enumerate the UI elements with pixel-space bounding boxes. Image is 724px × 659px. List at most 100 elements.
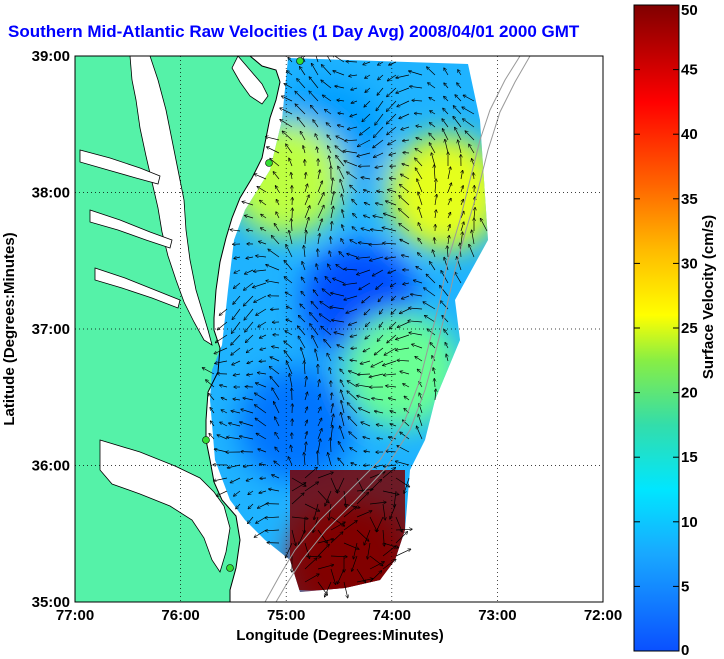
velocity-arrow — [363, 347, 371, 352]
velocity-arrow — [374, 126, 384, 137]
velocity-arrow — [254, 529, 267, 537]
velocity-arrow — [329, 503, 332, 520]
velocity-arrow — [301, 277, 306, 284]
velocity-arrow — [284, 351, 293, 362]
velocity-arrow — [358, 139, 371, 147]
velocity-arrow — [463, 119, 475, 128]
velocity-arrow — [396, 74, 410, 78]
velocity-arrow — [310, 324, 319, 336]
velocity-arrow — [286, 144, 293, 154]
velocity-arrow — [282, 131, 293, 141]
velocity-arrow — [255, 405, 267, 414]
velocity-arrow — [273, 172, 280, 180]
velocity-arrow — [447, 183, 451, 193]
velocity-arrow — [313, 290, 319, 297]
velocity-arrow — [418, 223, 423, 232]
velocity-arrow — [442, 316, 449, 323]
velocity-arrow — [428, 83, 436, 89]
velocity-arrow — [232, 360, 241, 365]
velocity-arrow — [444, 83, 449, 89]
velocity-arrow — [291, 493, 304, 505]
velocity-arrow — [317, 193, 324, 206]
velocity-arrow — [287, 71, 293, 76]
velocity-arrow — [330, 192, 334, 206]
x-tick-label: 73:00 — [478, 607, 516, 624]
velocity-arrow — [280, 108, 293, 115]
velocity-arrow — [455, 95, 462, 102]
velocity-arrow — [402, 295, 410, 299]
velocity-arrow — [361, 360, 371, 364]
velocity-arrow — [481, 219, 488, 232]
velocity-arrow — [285, 331, 293, 336]
velocity-arrow — [414, 280, 423, 284]
velocity-arrow — [473, 173, 474, 180]
velocity-arrow — [299, 529, 306, 545]
velocity-arrow — [349, 321, 358, 325]
radar-site-marker — [296, 57, 304, 65]
velocity-arrow — [298, 326, 306, 336]
velocity-arrow — [418, 238, 423, 245]
colorbar-tick-label: 30 — [681, 255, 698, 272]
velocity-arrow — [364, 451, 371, 452]
velocity-arrow — [234, 269, 241, 273]
velocity-arrow — [311, 302, 319, 310]
velocity-arrow — [230, 230, 241, 231]
velocity-arrow — [275, 433, 280, 440]
velocity-arrow — [455, 128, 462, 141]
velocity-arrow — [374, 152, 384, 157]
velocity-arrow — [274, 461, 280, 466]
velocity-arrow — [247, 347, 254, 353]
velocity-arrow — [284, 277, 293, 284]
velocity-arrow — [429, 133, 436, 141]
velocity-arrow — [305, 442, 306, 453]
velocity-arrow — [275, 417, 280, 427]
velocity-arrow — [291, 483, 306, 492]
velocity-arrow — [272, 475, 280, 479]
radar-site-marker — [265, 159, 273, 167]
velocity-arrow — [363, 61, 371, 65]
velocity-arrow — [375, 166, 384, 168]
velocity-arrow — [305, 420, 307, 427]
velocity-arrow — [335, 86, 345, 89]
colorbar-tick-label: 20 — [681, 385, 698, 402]
velocity-arrow — [270, 367, 280, 375]
velocity-arrow — [217, 490, 228, 496]
velocity-arrow — [233, 295, 241, 304]
velocity-arrow — [317, 170, 320, 180]
velocity-arrow — [461, 186, 463, 193]
velocity-arrow — [460, 222, 464, 232]
velocity-arrow — [214, 477, 228, 481]
velocity-arrow — [417, 426, 423, 440]
velocity-arrow — [331, 293, 345, 297]
velocity-arrow — [321, 326, 332, 336]
velocity-arrow — [317, 418, 322, 427]
velocity-arrow — [350, 335, 358, 337]
velocity-arrow — [430, 111, 436, 115]
velocity-arrow — [309, 91, 319, 102]
velocity-arrow — [276, 212, 280, 219]
velocity-arrow — [447, 167, 451, 180]
velocity-arrow — [369, 373, 384, 377]
velocity-arrow — [347, 172, 358, 180]
colorbar-tick-label: 40 — [681, 126, 698, 143]
velocity-arrow — [231, 477, 241, 483]
velocity-arrow — [314, 503, 319, 520]
velocity-arrow — [364, 190, 371, 192]
velocity-arrow — [270, 357, 280, 362]
velocity-arrow — [242, 202, 254, 206]
velocity-arrow — [444, 330, 449, 336]
velocity-arrow — [329, 156, 332, 167]
velocity-arrow — [382, 546, 396, 557]
velocity-arrow — [315, 56, 319, 63]
velocity-arrow — [377, 425, 384, 427]
velocity-arrow — [415, 357, 423, 362]
velocity-arrow — [327, 135, 332, 141]
velocity-arrow — [365, 203, 371, 205]
velocity-arrow — [431, 153, 436, 167]
velocity-arrow — [472, 230, 475, 245]
velocity-arrow — [234, 257, 241, 259]
velocity-arrow — [291, 219, 292, 232]
velocity-arrow — [457, 83, 462, 89]
velocity-arrow — [430, 123, 436, 128]
velocity-arrow — [309, 77, 319, 89]
